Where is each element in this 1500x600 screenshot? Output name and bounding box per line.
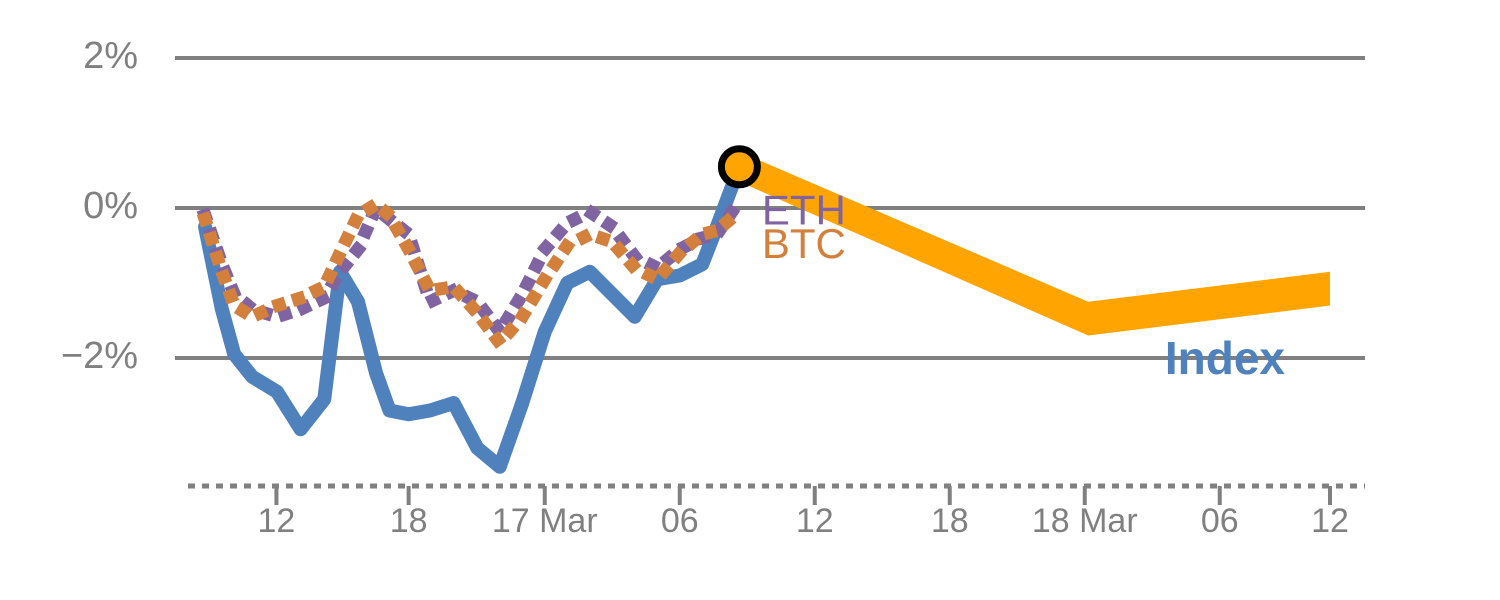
series-label-btc: BTC	[762, 220, 846, 267]
y-tick-label-2: −2%	[61, 335, 138, 377]
x-axis-ticks	[274, 486, 1332, 505]
x-tick-label-2: 17 Mar	[492, 502, 598, 540]
x-tick-label-1: 18	[390, 502, 428, 540]
forecast-start-marker	[717, 145, 761, 189]
series-label-index: Index	[1165, 332, 1286, 384]
x-axis-tick-labels: 12 18 17 Mar 06 12 18 18 Mar 06 12	[258, 502, 1349, 540]
series-label-eth: ETH	[762, 186, 846, 233]
series-line-btc	[196, 197, 749, 350]
y-tick-label-0: 2%	[83, 35, 138, 77]
y-tick-label-1: 0%	[83, 185, 138, 227]
forecast-band	[739, 151, 1330, 336]
x-tick-label-8: 12	[1311, 502, 1349, 540]
y-axis-tick-labels: 2% 0% −2%	[61, 35, 138, 377]
series-line-index	[198, 159, 747, 474]
series-lines	[196, 159, 749, 474]
x-tick-label-3: 06	[661, 502, 699, 540]
x-tick-label-7: 06	[1201, 502, 1239, 540]
x-tick-label-0: 12	[258, 502, 296, 540]
forecast-band-area	[739, 151, 1330, 336]
x-tick-label-6: 18 Mar	[1032, 502, 1138, 540]
x-tick-label-5: 18	[931, 502, 969, 540]
forecast-start-marker	[717, 145, 761, 189]
x-tick-label-4: 12	[796, 502, 834, 540]
